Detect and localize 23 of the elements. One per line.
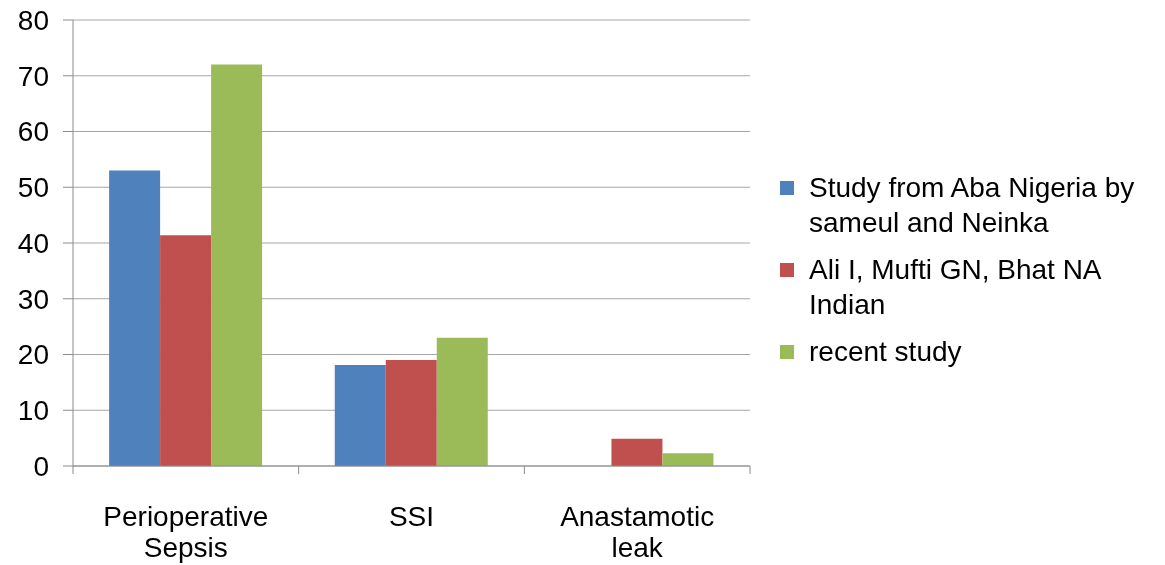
legend-label: Ali I, Mufti GN, Bhat NA Indian	[809, 253, 1102, 322]
y-tick-label: 20	[17, 339, 49, 371]
legend-label: recent study	[809, 335, 962, 369]
y-tick-label: 40	[17, 227, 49, 259]
x-tick-label: Perioperative Sepsis	[103, 501, 269, 563]
y-tick-label: 80	[17, 4, 49, 36]
legend-label: Study from Aba Nigeria by sameul and Neinka	[809, 171, 1136, 240]
bar	[160, 235, 212, 466]
y-tick-label: 10	[17, 395, 49, 427]
x-tick-label: SSI	[388, 501, 435, 532]
x-tick-label: Anastamotic leak	[560, 501, 715, 563]
bar	[385, 360, 437, 466]
y-tick-label: 0	[33, 450, 49, 482]
bar	[662, 453, 714, 466]
y-tick-label: 70	[17, 60, 49, 92]
bar	[611, 438, 663, 466]
y-tick-label: 60	[17, 116, 49, 148]
bar	[334, 365, 386, 466]
bar	[109, 170, 161, 466]
bar	[211, 64, 263, 466]
y-tick-label: 30	[17, 283, 49, 315]
y-tick-label: 50	[17, 172, 49, 204]
bar	[436, 337, 488, 466]
